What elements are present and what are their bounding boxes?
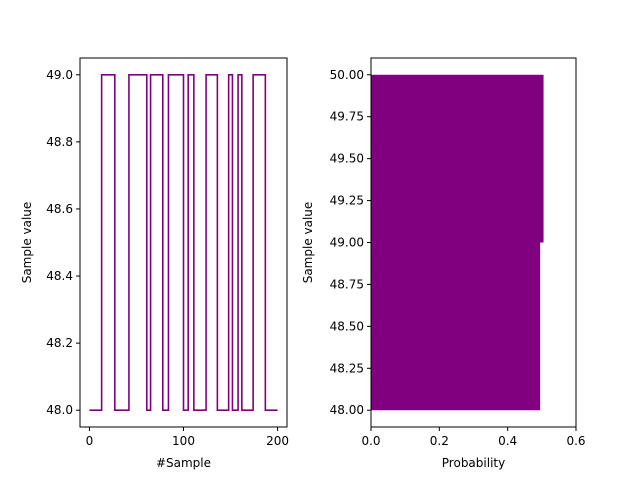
x-tick-label: 200 xyxy=(266,434,289,448)
y-tick-label: 49.75 xyxy=(330,110,364,124)
y-tick-label: 49.0 xyxy=(46,68,73,82)
x-tick-label: 0 xyxy=(86,434,94,448)
probability-histogram-xlabel: Probability xyxy=(442,456,505,470)
x-tick-label: 0.0 xyxy=(361,434,380,448)
probability-histogram-ylabel: Sample value xyxy=(301,202,315,284)
sample-series-chart: 0 100 200 48.0 48.2 48.4 48.6 48.8 49.0 #Sample… xyxy=(20,57,289,470)
sample-value-line xyxy=(89,73,278,412)
sample-series-ylabel: Sample value xyxy=(20,202,34,284)
x-tick-label: 0.2 xyxy=(430,434,449,448)
probability-histogram-x-axis: 0.0 0.2 0.4 0.6 xyxy=(361,427,586,448)
sample-series-xlabel: #Sample xyxy=(156,456,211,470)
y-tick-label: 48.75 xyxy=(330,277,364,291)
y-tick-label: 48.6 xyxy=(46,202,73,216)
y-tick-label: 48.4 xyxy=(46,269,73,283)
sample-series-plot-area xyxy=(89,73,278,412)
x-tick-label: 0.6 xyxy=(566,434,585,448)
x-tick-label: 0.4 xyxy=(498,434,517,448)
y-tick-label: 48.8 xyxy=(46,135,73,149)
y-tick-label: 50.00 xyxy=(330,68,364,82)
probability-bar xyxy=(371,242,541,411)
probability-histogram-y-axis: 48.00 48.25 48.50 48.75 49.00 49.25 49.50 49.75… xyxy=(330,68,371,417)
probability-bar xyxy=(371,74,544,243)
y-tick-label: 48.00 xyxy=(330,403,364,417)
y-tick-label: 48.2 xyxy=(46,336,73,350)
x-tick-label: 100 xyxy=(172,434,195,448)
y-tick-label: 48.0 xyxy=(46,403,73,417)
y-tick-label: 49.00 xyxy=(330,236,364,250)
probability-histogram-chart: 0.0 0.2 0.4 0.6 48.00 48.25 48.50 48.75 49.00 49… xyxy=(301,57,586,470)
y-tick-label: 49.50 xyxy=(330,152,364,166)
probability-histogram-plot-area xyxy=(371,74,544,411)
y-tick-label: 48.50 xyxy=(330,319,364,333)
y-tick-label: 48.25 xyxy=(330,361,364,375)
sample-series-x-axis: 0 100 200 xyxy=(86,427,289,448)
y-tick-label: 49.25 xyxy=(330,194,364,208)
sample-series-y-axis: 48.0 48.2 48.4 48.6 48.8 49.0 xyxy=(46,68,80,417)
